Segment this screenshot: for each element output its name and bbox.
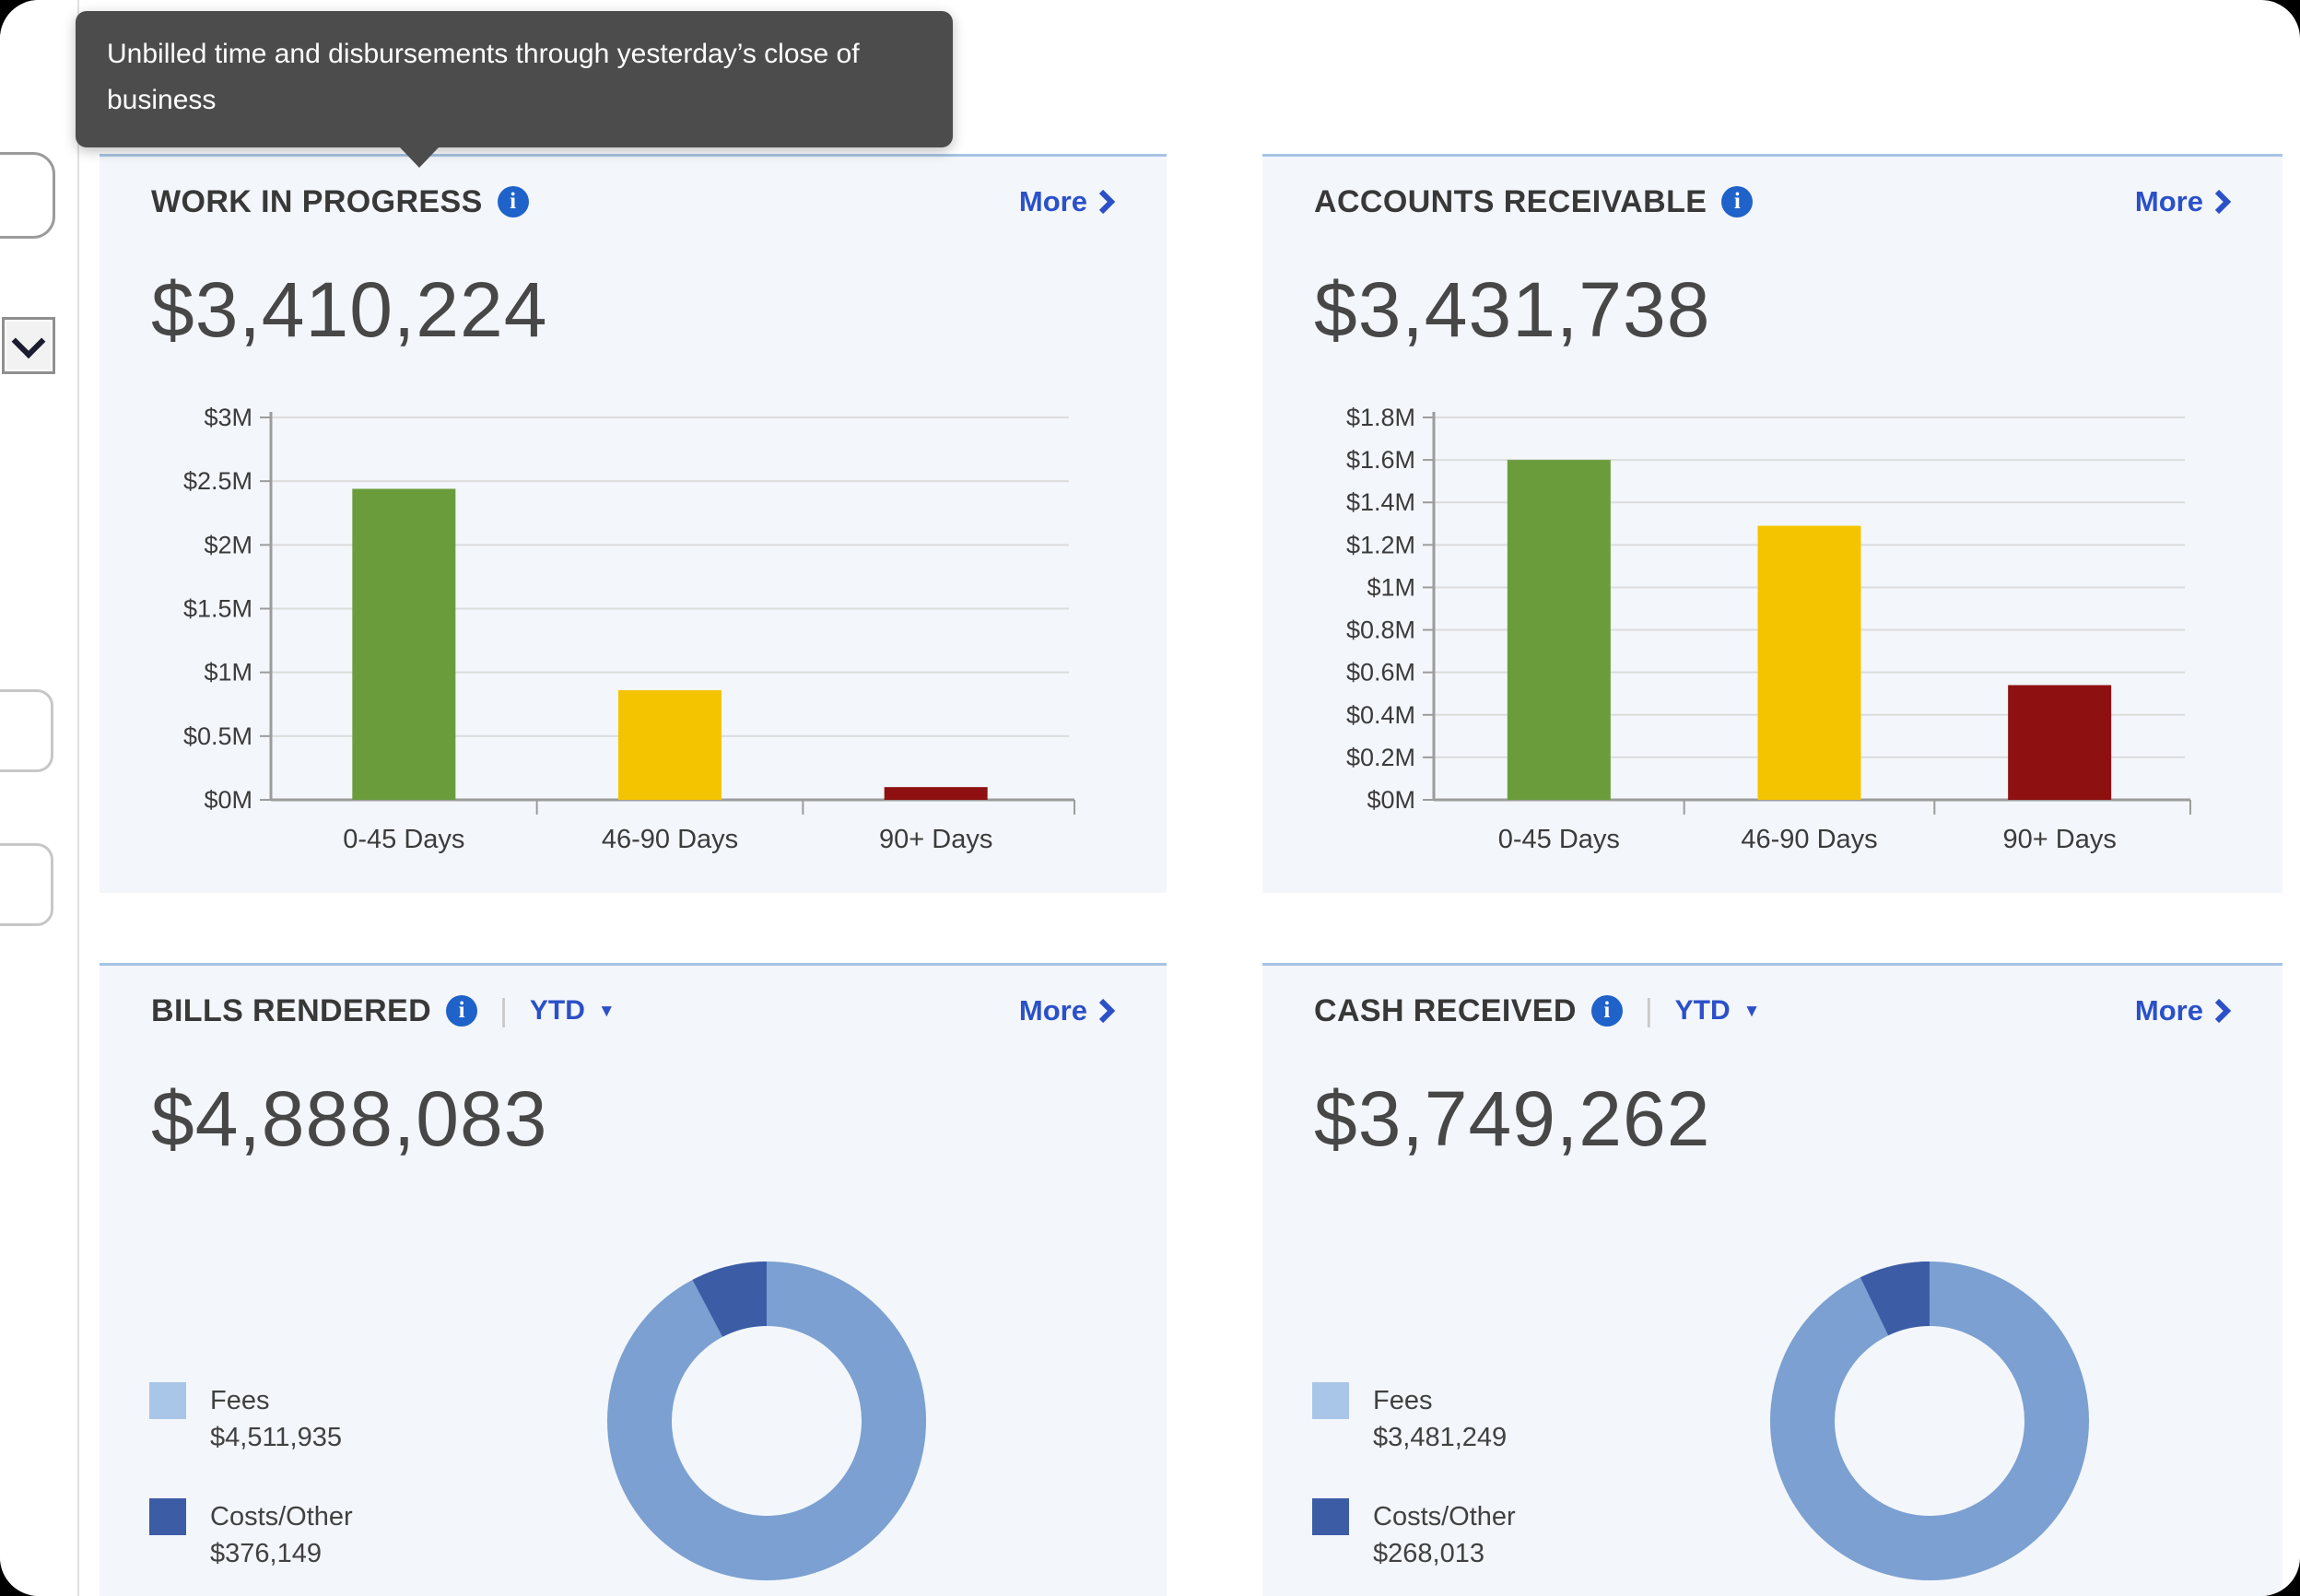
legend-item-costs: Costs/Other $268,013 — [1312, 1498, 1516, 1572]
svg-text:$0M: $0M — [1367, 786, 1415, 814]
svg-text:$2M: $2M — [204, 531, 252, 558]
svg-text:$0.4M: $0.4M — [1346, 701, 1415, 729]
card-title: BILLS RENDERED — [151, 992, 432, 1028]
more-link[interactable]: More — [1019, 185, 1115, 218]
bills-rendered-card: BILLS RENDERED i | YTD ▼ More $4,888,083 — [100, 963, 1167, 1596]
bills-rendered-donut-chart — [607, 1262, 926, 1580]
legend-item-costs: Costs/Other $376,149 — [149, 1498, 353, 1572]
legend-label: Costs/Other — [210, 1502, 353, 1531]
legend-item-fees: Fees $3,481,249 — [1312, 1382, 1516, 1456]
legend-item-fees: Fees $4,511,935 — [149, 1382, 353, 1456]
svg-text:$0.6M: $0.6M — [1346, 659, 1415, 687]
costs-swatch — [149, 1498, 186, 1535]
donut-legend: Fees $4,511,935 Costs/Other $376,149 — [149, 1382, 353, 1596]
card-title: ACCOUNTS RECEIVABLE — [1314, 183, 1707, 219]
sidebar-partial-button[interactable] — [0, 152, 55, 239]
info-icon[interactable]: i — [1590, 995, 1623, 1027]
tooltip-text: Unbilled time and disbursements through … — [107, 39, 860, 115]
legend-label: Fees — [1373, 1386, 1433, 1415]
card-value: $3,749,262 — [1314, 1075, 1711, 1162]
svg-text:$0.2M: $0.2M — [1346, 744, 1415, 771]
svg-text:$1.8M: $1.8M — [1346, 404, 1415, 431]
caret-down-icon: ▼ — [597, 1001, 616, 1021]
sidebar-partial-button[interactable] — [0, 689, 53, 772]
info-icon[interactable]: i — [446, 995, 478, 1027]
work-in-progress-card: WORK IN PROGRESS i More $3,410,224 $0M $0… — [100, 154, 1167, 893]
header-separator: | — [1644, 992, 1653, 1028]
svg-text:0-45 Days: 0-45 Days — [1498, 825, 1620, 854]
chevron-right-icon — [1098, 998, 1115, 1024]
header-separator: | — [499, 992, 508, 1028]
sidebar-partial-button[interactable] — [0, 843, 53, 926]
chevron-down-icon — [11, 324, 46, 359]
legend-value: $3,481,249 — [1373, 1423, 1508, 1452]
svg-text:$0.5M: $0.5M — [183, 722, 252, 750]
svg-text:$0M: $0M — [204, 786, 252, 814]
legend-value: $376,149 — [210, 1539, 322, 1568]
chevron-right-icon — [2214, 189, 2231, 215]
svg-text:$0.8M: $0.8M — [1346, 616, 1415, 644]
legend-label: Costs/Other — [1373, 1502, 1516, 1531]
accounts-receivable-card: ACCOUNTS RECEIVABLE i More $3,431,738 $0… — [1262, 154, 2282, 893]
card-title: WORK IN PROGRESS — [151, 183, 483, 219]
legend-value: $268,013 — [1373, 1539, 1484, 1568]
legend-label: Fees — [210, 1386, 270, 1415]
more-link[interactable]: More — [2135, 994, 2231, 1027]
card-header: CASH RECEIVED i | YTD ▼ More — [1314, 988, 2231, 1034]
chevron-right-icon — [2214, 998, 2231, 1024]
svg-text:$1.6M: $1.6M — [1346, 446, 1415, 474]
card-value: $4,888,083 — [151, 1075, 548, 1162]
donut-legend: Fees $3,481,249 Costs/Other $268,013 — [1312, 1382, 1516, 1596]
ar-aging-bar-chart: $0M $0.2M $0.4M $0.6M $0.8M $1M $1.2M $1.4M $1.6… — [1346, 404, 2191, 854]
svg-text:46-90 Days: 46-90 Days — [1741, 825, 1877, 854]
svg-text:$1M: $1M — [204, 659, 252, 687]
card-title: CASH RECEIVED — [1314, 992, 1577, 1028]
card-header: BILLS RENDERED i | YTD ▼ More — [151, 988, 1115, 1034]
info-icon[interactable]: i — [497, 186, 529, 217]
more-link[interactable]: More — [2135, 185, 2231, 218]
svg-text:$3M: $3M — [204, 404, 252, 431]
svg-text:90+ Days: 90+ Days — [879, 825, 992, 854]
card-value: $3,431,738 — [1314, 266, 1711, 353]
wip-aging-bar-chart: $0M $0.5M $1M $1.5M $2M $2.5M $3M 0-45 Days 46-9… — [183, 404, 1075, 854]
svg-text:$1.5M: $1.5M — [183, 595, 252, 623]
svg-text:0-45 Days: 0-45 Days — [343, 825, 464, 854]
svg-text:$1M: $1M — [1367, 573, 1415, 601]
caret-down-icon: ▼ — [1743, 1001, 1761, 1021]
legend-value: $4,511,935 — [210, 1423, 342, 1452]
more-link[interactable]: More — [1019, 994, 1115, 1027]
svg-text:$1.4M: $1.4M — [1346, 488, 1415, 516]
cash-received-donut-chart — [1770, 1262, 2089, 1580]
left-sidebar-sliver — [0, 0, 79, 1596]
costs-swatch — [1312, 1498, 1349, 1535]
svg-text:$1.2M: $1.2M — [1346, 531, 1415, 558]
svg-text:90+ Days: 90+ Days — [2003, 825, 2117, 854]
svg-text:46-90 Days: 46-90 Days — [602, 825, 738, 854]
info-tooltip: Unbilled time and disbursements through … — [76, 11, 953, 168]
fees-swatch — [149, 1382, 186, 1419]
period-select[interactable]: YTD ▼ — [1674, 995, 1761, 1026]
period-select[interactable]: YTD ▼ — [529, 995, 616, 1026]
card-header: ACCOUNTS RECEIVABLE i More — [1314, 179, 2231, 225]
chevron-right-icon — [1098, 189, 1115, 215]
info-icon[interactable]: i — [1721, 186, 1754, 217]
cash-received-card: CASH RECEIVED i | YTD ▼ More $3,749,262 — [1262, 963, 2282, 1596]
card-header: WORK IN PROGRESS i More — [151, 179, 1115, 225]
card-value: $3,410,224 — [151, 266, 548, 353]
svg-text:$2.5M: $2.5M — [183, 467, 252, 495]
fees-swatch — [1312, 1382, 1349, 1419]
sidebar-dropdown-button[interactable] — [2, 317, 55, 374]
